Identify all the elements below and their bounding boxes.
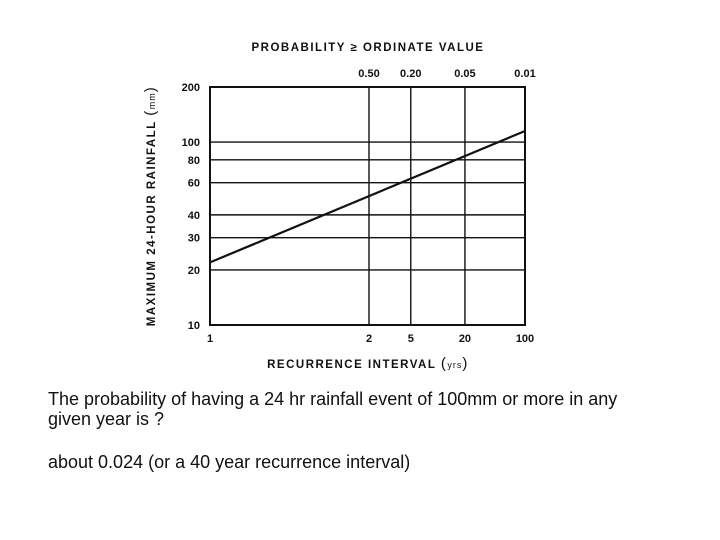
rainfall-frequency-chart: PROBABILITY ≥ ORDINATE VALUE 0.50 0.20 0.0…	[142, 42, 536, 372]
grid	[210, 87, 525, 325]
y-tick-label: 200	[182, 82, 200, 94]
top-tick-label: 0.50	[358, 68, 379, 80]
chart-title: PROBABILITY ≥ ORDINATE VALUE	[252, 42, 485, 54]
top-probability-ticks: 0.50 0.20 0.05 0.01	[358, 68, 535, 80]
y-tick-label: 10	[188, 320, 200, 332]
x-tick-label: 5	[408, 333, 414, 345]
series	[209, 129, 526, 264]
y-tick-label: 20	[188, 265, 200, 277]
y-axis-ticks: 10 20 30 40 60 80 100 200	[182, 82, 200, 332]
y-tick-label: 40	[188, 210, 200, 222]
y-tick-label: 80	[188, 155, 200, 167]
x-tick-label: 1	[207, 333, 213, 345]
rainfall-series-line	[209, 129, 526, 264]
y-tick-label: 60	[188, 178, 200, 190]
plot-frame	[209, 86, 526, 326]
x-tick-label: 2	[366, 333, 372, 345]
top-tick-label: 0.05	[454, 68, 475, 80]
x-tick-label: 20	[459, 333, 471, 345]
y-tick-label: 30	[188, 233, 200, 245]
x-tick-label: 100	[516, 333, 534, 345]
answer-text: about 0.024 (or a 40 year recurrence int…	[48, 452, 411, 472]
x-axis-label: RECURRENCE INTERVAL (yrs)	[267, 355, 469, 372]
y-axis-label: MAXIMUM 24-HOUR RAINFALL (mm)	[142, 86, 159, 326]
top-tick-label: 0.01	[514, 68, 535, 80]
top-tick-label: 0.20	[400, 68, 421, 80]
y-tick-label: 100	[182, 137, 200, 149]
x-axis-ticks: 1 2 5 20 100	[207, 333, 534, 345]
question-text: The probability of having a 24 hr rainfa…	[48, 389, 618, 429]
